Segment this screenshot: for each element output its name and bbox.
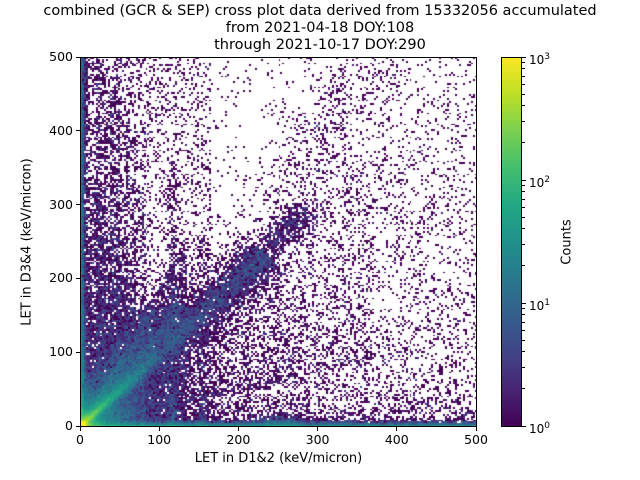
- colorbar-gradient: [501, 57, 522, 427]
- colorbar-minor-tick-mark: [522, 351, 525, 353]
- colorbar-tick-label: 103: [529, 52, 551, 67]
- y-tick-label: 0: [65, 418, 73, 433]
- chart-title-line2: from 2021-04-18 DOY:108: [225, 20, 415, 36]
- y-tick-mark: [76, 204, 80, 206]
- colorbar-minor-tick-mark: [522, 191, 525, 193]
- colorbar-minor-tick-mark: [522, 216, 525, 218]
- x-tick-mark: [475, 427, 477, 431]
- colorbar-minor-tick-mark: [522, 93, 525, 95]
- x-tick-label: 0: [76, 432, 84, 447]
- y-tick-label: 500: [49, 49, 73, 64]
- colorbar-tick-mark: [522, 56, 526, 58]
- colorbar-minor-tick-mark: [522, 366, 525, 368]
- y-axis-label: LET in D3&4 (keV/micron): [19, 158, 35, 326]
- x-tick-label: 300: [305, 432, 330, 447]
- colorbar-minor-tick-mark: [522, 83, 525, 85]
- colorbar-minor-tick-mark: [522, 388, 525, 390]
- y-tick-mark: [76, 351, 80, 353]
- y-tick-mark: [76, 130, 80, 132]
- chart-title-line3: through 2021-10-17 DOY:290: [214, 37, 426, 53]
- y-tick-label: 200: [49, 270, 73, 286]
- x-axis-label: LET in D1&2 (keV/micron): [194, 451, 363, 466]
- y-tick-mark: [76, 56, 80, 58]
- colorbar-minor-tick-mark: [522, 185, 525, 187]
- colorbar-minor-tick-mark: [522, 265, 525, 267]
- colorbar-minor-tick-mark: [522, 120, 525, 122]
- colorbar-label: Counts: [559, 219, 575, 265]
- x-tick-mark: [158, 427, 160, 431]
- y-tick-label: 400: [49, 122, 73, 138]
- y-tick-label: 100: [49, 344, 73, 360]
- colorbar-tick-mark: [522, 425, 526, 427]
- x-tick-label: 500: [464, 432, 488, 447]
- colorbar-minor-tick-mark: [522, 339, 525, 341]
- colorbar-minor-tick-mark: [522, 105, 525, 107]
- colorbar-minor-tick-mark: [522, 243, 525, 245]
- x-tick-label: 100: [147, 432, 172, 447]
- x-tick-label: 400: [384, 432, 409, 447]
- colorbar-minor-tick-mark: [522, 62, 525, 64]
- colorbar-minor-tick-mark: [522, 308, 525, 310]
- colorbar-tick-mark: [522, 179, 526, 181]
- y-tick-label: 300: [49, 196, 73, 212]
- chart-title: combined (GCR & SEP) cross plot data der…: [0, 3, 640, 54]
- x-tick-label: 200: [226, 432, 251, 447]
- colorbar-minor-tick-mark: [522, 68, 525, 70]
- colorbar-minor-tick-mark: [522, 75, 525, 77]
- colorbar-tick-label: 102: [529, 175, 551, 190]
- colorbar-minor-tick-mark: [522, 321, 525, 323]
- colorbar-minor-tick-mark: [522, 142, 525, 144]
- chart-title-line1: combined (GCR & SEP) cross plot data der…: [43, 3, 597, 19]
- colorbar-minor-tick-mark: [522, 314, 525, 316]
- colorbar-tick-label: 101: [529, 298, 551, 313]
- colorbar-minor-tick-mark: [522, 198, 525, 200]
- colorbar-minor-tick-mark: [522, 329, 525, 331]
- x-tick-mark: [79, 427, 81, 431]
- colorbar-tick-mark: [522, 302, 526, 304]
- x-tick-mark: [396, 427, 398, 431]
- colorbar-tick-label: 100: [529, 421, 551, 436]
- y-tick-mark: [76, 425, 80, 427]
- colorbar-minor-tick-mark: [522, 228, 525, 230]
- x-tick-mark: [317, 427, 319, 431]
- x-tick-mark: [237, 427, 239, 431]
- heatmap-plot: [80, 57, 477, 427]
- colorbar-minor-tick-mark: [522, 206, 525, 208]
- y-tick-mark: [76, 277, 80, 279]
